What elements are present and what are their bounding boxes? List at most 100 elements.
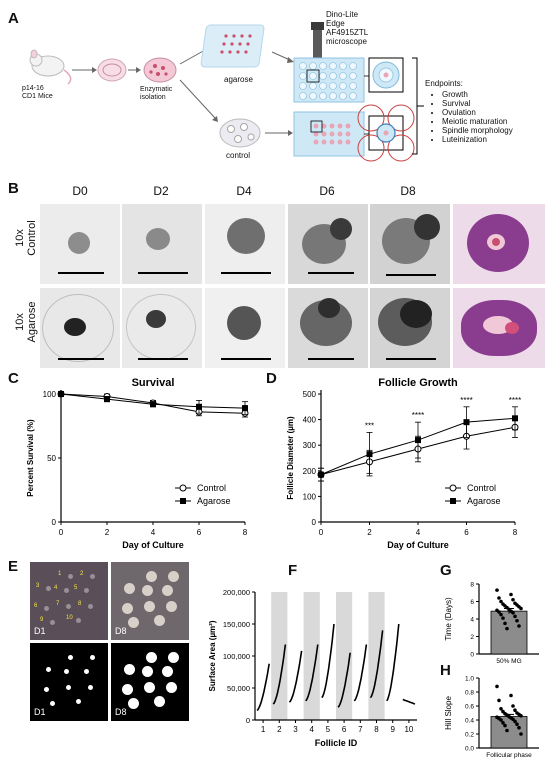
data-point	[511, 597, 515, 602]
isolation-dish-icon	[143, 57, 177, 83]
follicle-number: 6	[34, 603, 38, 609]
follicle-spot	[153, 695, 165, 707]
panel-e-label: D8	[115, 626, 127, 636]
microscope-icon	[311, 22, 324, 63]
x-tick-label: 4	[309, 725, 314, 734]
day-label-d2: D2	[153, 184, 169, 198]
data-point	[517, 725, 521, 730]
follicle-spot	[141, 665, 153, 677]
y-tick-label: 0	[52, 518, 57, 527]
micrograph-agarose-d0	[40, 288, 120, 368]
follicle-spot	[45, 666, 51, 672]
follicle-spot	[87, 684, 93, 690]
follicle-spot	[75, 617, 81, 623]
agarose-plate-icon	[293, 57, 365, 103]
follicle-spot	[45, 585, 51, 591]
follicle-spot	[75, 698, 81, 704]
legend-marker	[449, 484, 457, 492]
panel-letter-b: B	[8, 180, 19, 197]
data-point-agarose	[512, 415, 518, 422]
surface-area-chart: 0 50,000 100,000 150,000 200,000 1 2 3 4 5 6 7 8 9 10 F…	[208, 588, 417, 748]
follicle-spot	[145, 651, 157, 663]
microscope-label: Dino-Lite Edge AF4915ZTL microscope	[326, 10, 369, 46]
growth-curve-1	[256, 663, 270, 712]
y-tick-label: 100	[43, 390, 57, 399]
data-point	[497, 698, 501, 703]
endpoint-item: Growth	[442, 90, 513, 99]
legend-marker	[179, 484, 187, 492]
follicle-spot	[121, 683, 133, 695]
growth-curve-3	[288, 650, 303, 703]
panel-letter-g: G	[440, 562, 452, 579]
data-point	[501, 616, 505, 620]
data-point	[503, 723, 507, 728]
data-point	[509, 693, 513, 698]
data-point	[497, 610, 501, 614]
follicle-spot	[87, 603, 93, 609]
growth-curve-2	[272, 644, 287, 705]
follicle-spot	[143, 681, 155, 693]
x-tick-label: 6	[342, 725, 347, 734]
legend-label-control: Control	[467, 483, 496, 493]
follicle-spot	[63, 668, 69, 674]
panel-e-mask-d8: D8	[111, 643, 189, 721]
growth-curve-6	[337, 652, 351, 708]
follicle-spot	[161, 665, 173, 677]
y-tick-label: 8	[470, 582, 474, 589]
chart-title: Survival	[132, 377, 175, 389]
data-point-agarose	[104, 396, 110, 403]
y-tick-label: 0	[246, 716, 250, 725]
growth-curve-5	[321, 623, 335, 699]
data-point	[513, 614, 517, 619]
panel-letter-h: H	[440, 662, 451, 679]
data-point	[495, 684, 499, 689]
panel-e-photo-d1: 1 2 3 4 5 6 7 8 9 10 D1	[30, 562, 108, 640]
panel-e-mask-d1: D1	[30, 643, 108, 721]
data-point	[499, 612, 503, 617]
follicle-number: 5	[74, 585, 78, 591]
legend-marker	[180, 498, 186, 504]
y-tick-label: 400	[303, 416, 317, 425]
mouse-icon	[29, 49, 72, 85]
schematic-art	[29, 22, 424, 162]
y-tick-label: 0.8	[465, 690, 474, 697]
growth-curve-10	[402, 698, 416, 705]
panel-letter-d: D	[266, 370, 277, 387]
follicle-number: 1	[58, 571, 62, 577]
hill-slope-chart: 0.0 0.2 0.4 0.6 0.8 1.0 Follicular phase Hill S…	[444, 676, 539, 759]
follicle-spot	[49, 700, 55, 706]
follicle-spot	[43, 605, 49, 611]
data-point	[517, 624, 521, 628]
survival-chart: Survival 0 2 4 6 8 0 50 100 Day of Culture Percent…	[26, 377, 249, 550]
endpoint-item: Ovulation	[442, 108, 513, 117]
y-tick-label: 300	[303, 441, 317, 450]
endpoint-item: Luteinization	[442, 135, 513, 144]
follicle-spot	[165, 681, 177, 693]
follicle-spot	[67, 573, 73, 579]
follicle-spot	[67, 654, 73, 660]
y-tick-label: 100,000	[223, 652, 250, 661]
micrograph-control-d8	[370, 204, 450, 284]
follicle-spot	[145, 570, 157, 582]
bar	[490, 716, 528, 749]
follicle-number: 7	[56, 601, 60, 607]
control-plate-icon	[293, 111, 365, 157]
y-tick-label: 6	[470, 599, 474, 606]
x-tick-label: 8	[513, 528, 518, 537]
x-tick-label: 6	[197, 528, 202, 537]
significance-annotation: ****	[412, 411, 424, 420]
data-point-agarose	[463, 419, 470, 426]
y-axis-label: Time (Days)	[444, 597, 453, 641]
micrograph-agarose-d8	[370, 288, 450, 368]
x-tick-label: 7	[358, 725, 363, 734]
y-tick-label: 500	[303, 390, 317, 399]
y-tick-label: 0	[470, 652, 474, 659]
data-point	[511, 704, 515, 708]
x-tick-label: 50% MG	[496, 658, 521, 665]
data-point	[519, 732, 523, 736]
panel-e-label: D1	[34, 626, 46, 636]
legend-marker	[450, 498, 456, 504]
y-tick-label: 50,000	[227, 684, 250, 693]
y-tick-label: 0.4	[465, 718, 474, 725]
follicle-spot	[127, 616, 139, 628]
